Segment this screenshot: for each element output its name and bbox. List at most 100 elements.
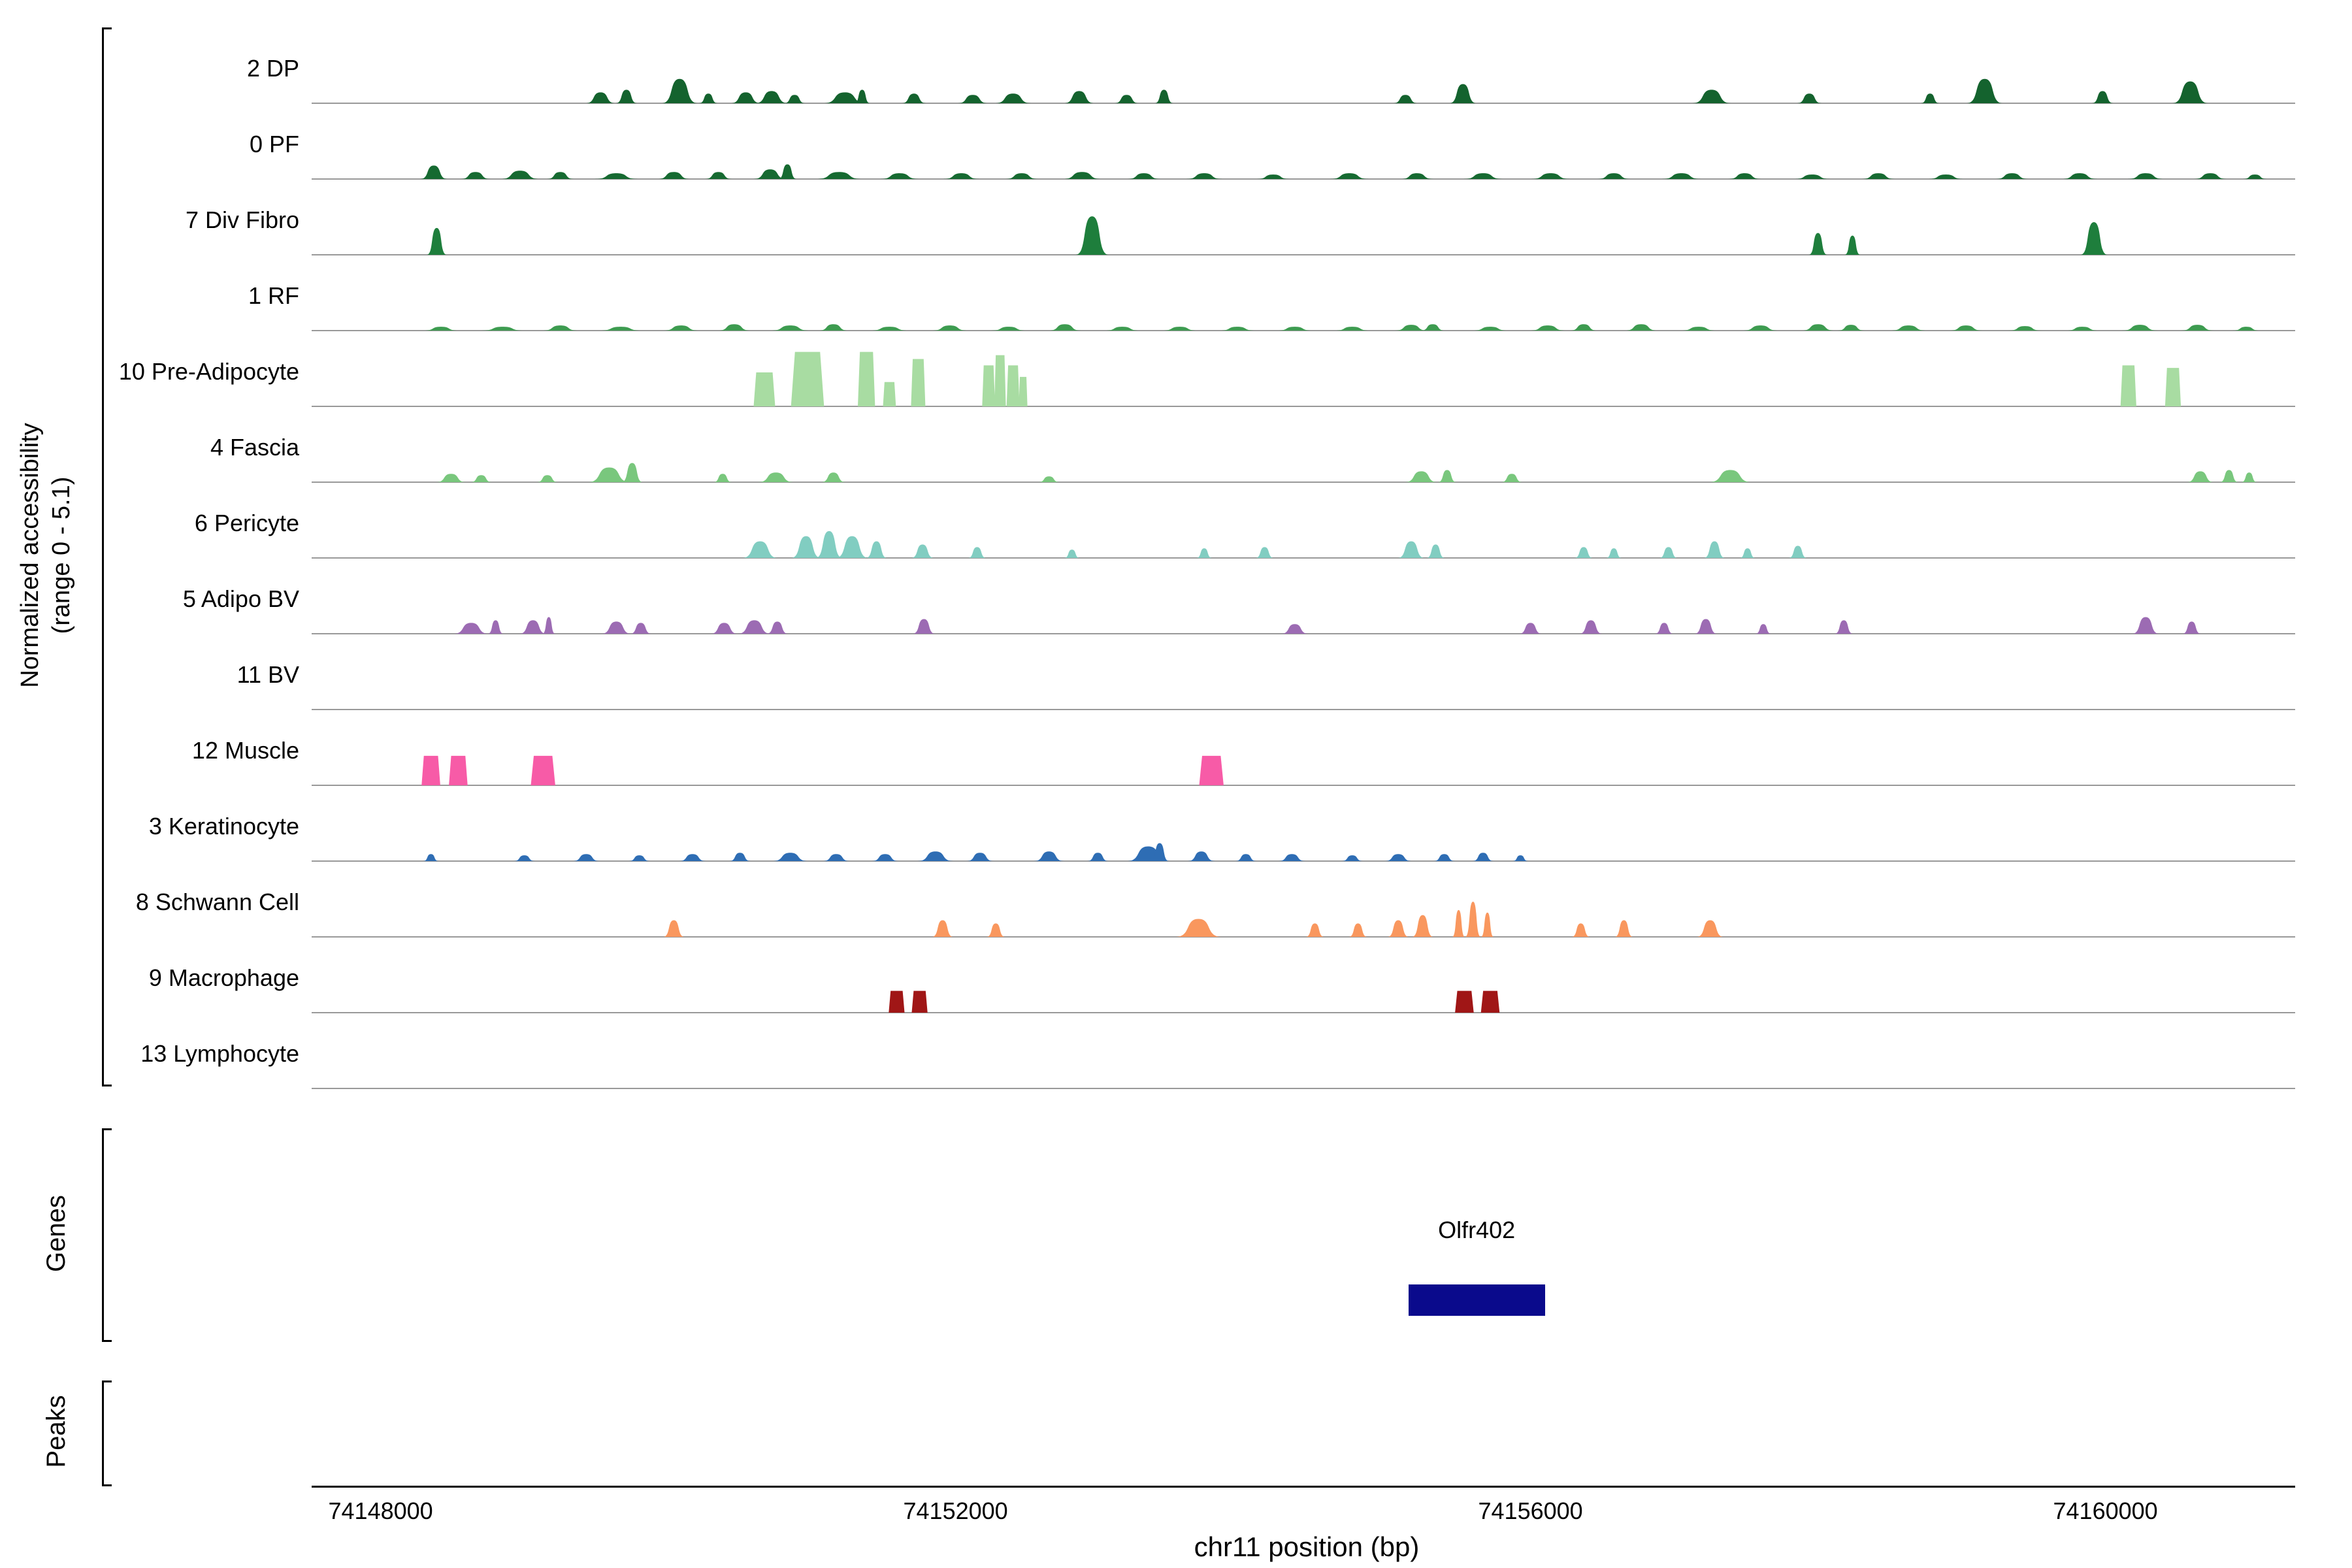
signal-peak bbox=[423, 854, 439, 861]
track-label-7-div-fibro: 7 Div Fibro bbox=[185, 206, 299, 233]
signal-peak bbox=[990, 327, 1027, 331]
signal-peak bbox=[1175, 919, 1222, 937]
signal-peak bbox=[630, 623, 652, 634]
track-signal-10-pre-adipocyte bbox=[312, 351, 2295, 407]
track-label-10-pre-adipocyte: 10 Pre-Adipocyte bbox=[118, 358, 299, 385]
signal-peak bbox=[1692, 90, 1731, 103]
signal-peak bbox=[870, 327, 909, 331]
signal-peak bbox=[2061, 173, 2098, 179]
signal-peak bbox=[423, 327, 459, 331]
signal-peak bbox=[1742, 325, 1779, 331]
signal-peak bbox=[1034, 851, 1064, 861]
signal-peak bbox=[1038, 476, 1060, 482]
signal-peak bbox=[966, 853, 994, 861]
signal-peak bbox=[1465, 902, 1481, 937]
signal-peak bbox=[1104, 327, 1141, 331]
signal-peak bbox=[585, 92, 616, 103]
signal-peak bbox=[1433, 854, 1456, 861]
signal-peak bbox=[823, 854, 850, 861]
signal-peak bbox=[1305, 923, 1324, 937]
signal-peak bbox=[704, 172, 732, 179]
x-tick-label: 74156000 bbox=[1478, 1497, 1583, 1524]
signal-peak bbox=[1834, 620, 1854, 634]
signal-peak bbox=[698, 93, 718, 103]
signal-peak bbox=[2172, 81, 2208, 103]
signal-peak bbox=[1235, 854, 1257, 861]
signal-peak bbox=[453, 623, 489, 634]
signal-peak bbox=[1755, 624, 1772, 634]
track-label-11-bv: 11 BV bbox=[237, 661, 299, 688]
signal-peak bbox=[1393, 95, 1418, 103]
track-label-12-muscle: 12 Muscle bbox=[191, 737, 299, 764]
signal-peak bbox=[835, 536, 869, 558]
signal-peak bbox=[932, 920, 954, 937]
signal-peak bbox=[621, 463, 644, 482]
signal-peak bbox=[1086, 853, 1109, 861]
signal-peak bbox=[911, 544, 934, 558]
signal-peak bbox=[2219, 470, 2239, 482]
signal-peak bbox=[1472, 327, 1509, 331]
signal-peak bbox=[436, 474, 466, 482]
signal-peak bbox=[1788, 546, 1808, 558]
signal-peak bbox=[1400, 173, 1434, 179]
signal-peak bbox=[1426, 544, 1445, 558]
signal-peak bbox=[1255, 547, 1274, 558]
signal-peak bbox=[487, 620, 504, 634]
signal-peak bbox=[1794, 174, 1831, 179]
signal-peak bbox=[601, 621, 632, 634]
signal-peak bbox=[1256, 174, 1290, 179]
gene-body-olfr402 bbox=[1408, 1284, 1545, 1316]
signal-peak bbox=[2091, 91, 2114, 103]
signal-peak bbox=[1196, 548, 1213, 558]
track-signal-13-lymphocyte bbox=[312, 1088, 2295, 1089]
signal-peak bbox=[710, 623, 738, 634]
signal-peak bbox=[1995, 173, 2029, 179]
signal-peak bbox=[1162, 327, 1198, 331]
signal-peak bbox=[1661, 173, 1701, 179]
signal-peak bbox=[730, 92, 761, 103]
signal-peak bbox=[1405, 471, 1438, 482]
signal-peak bbox=[816, 172, 862, 179]
signal-peak bbox=[1334, 327, 1371, 331]
signal-peak bbox=[2120, 365, 2136, 406]
signal-peak bbox=[2181, 325, 2214, 331]
genes-axis-bracket bbox=[102, 1128, 112, 1342]
signal-peak bbox=[772, 853, 809, 861]
signal-peak bbox=[1696, 920, 1724, 937]
signal-peak bbox=[2127, 173, 2164, 179]
signal-peak bbox=[995, 93, 1032, 103]
signal-peak bbox=[1397, 541, 1425, 558]
peaks-axis-bracket bbox=[102, 1380, 112, 1486]
signal-peak bbox=[821, 472, 846, 482]
track-signal-1-rf bbox=[312, 324, 2295, 331]
signal-peak bbox=[1394, 325, 1428, 331]
track-label-13-lymphocyte: 13 Lymphocyte bbox=[140, 1040, 299, 1067]
signal-peak bbox=[1861, 173, 1895, 179]
signal-peak bbox=[968, 547, 987, 558]
signal-peak bbox=[777, 164, 797, 179]
signal-peak bbox=[717, 324, 751, 331]
signal-peak bbox=[2186, 471, 2214, 482]
signal-peak bbox=[911, 990, 928, 1013]
signal-peak bbox=[1150, 843, 1169, 861]
signal-peak bbox=[1967, 78, 2003, 103]
signal-peak bbox=[753, 169, 787, 179]
signal-peak bbox=[615, 90, 638, 103]
track-signal-9-macrophage bbox=[312, 990, 2295, 1013]
signal-peak bbox=[1501, 474, 1523, 482]
signal-peak bbox=[1694, 619, 1718, 634]
signal-peak bbox=[460, 172, 491, 179]
signal-peak bbox=[1927, 174, 1964, 179]
signal-peak bbox=[661, 78, 698, 103]
signal-peak bbox=[1703, 541, 1725, 558]
signal-peak bbox=[1801, 324, 1835, 331]
signal-peak bbox=[1512, 855, 1529, 861]
signal-peak bbox=[587, 467, 631, 482]
signal-peak bbox=[866, 541, 888, 558]
signal-peak bbox=[2132, 617, 2160, 634]
signal-peak bbox=[889, 990, 905, 1013]
track-signal-0-pf bbox=[312, 164, 2295, 180]
signal-peak bbox=[753, 372, 776, 406]
x-axis-title: chr11 position (bp) bbox=[1194, 1531, 1420, 1562]
signal-peak bbox=[1597, 173, 1631, 179]
